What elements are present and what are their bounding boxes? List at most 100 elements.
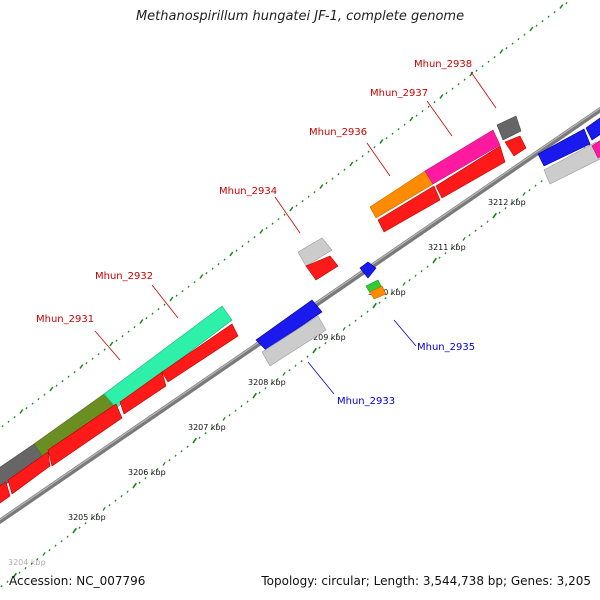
outer-ruler-tick — [385, 137, 388, 140]
gene-label-mhun-2934[interactable]: Mhun_2934 — [219, 186, 277, 197]
outer-ruler-tick — [517, 38, 520, 41]
kbp-minor-tick — [96, 513, 99, 516]
leader-mhun-2932 — [151, 284, 179, 319]
outer-ruler-tick — [139, 319, 144, 324]
outer-ruler-tick — [541, 20, 544, 23]
outer-ruler-tick — [127, 330, 130, 333]
outer-ruler-tick — [199, 274, 204, 279]
outer-ruler-tick — [223, 258, 226, 261]
kbp-minor-tick — [102, 506, 106, 511]
outer-ruler-tick — [343, 168, 346, 171]
outer-ruler-tick — [547, 15, 550, 18]
outer-ruler-tick — [361, 155, 364, 158]
leader-mhun-2934 — [274, 196, 301, 234]
cds-red-fwd-2[interactable] — [7, 451, 51, 495]
kbp-minor-tick — [114, 499, 117, 502]
kbp-minor-tick — [258, 391, 261, 394]
outer-ruler-tick — [403, 123, 406, 126]
gene-label-mhun-2933[interactable]: Mhun_2933 — [337, 396, 395, 407]
tick-layer: 3204 kbp 3205 kbp 3206 kbp 3207 kbp 3208 kbp… — [0, 2, 591, 588]
kbp-minor-tick — [66, 535, 69, 538]
cds-mhun-2932-outer[interactable] — [103, 305, 233, 409]
leader-mhun-2933 — [307, 361, 335, 395]
cds-red-fwd-6[interactable] — [305, 255, 339, 281]
kbp-label: 3204 kbp — [8, 558, 46, 567]
kbp-minor-tick — [486, 220, 489, 223]
outer-ruler-tick — [121, 335, 124, 338]
kbp-minor-tick — [216, 423, 219, 426]
kbp-minor-tick — [354, 319, 357, 322]
outer-ruler-tick — [421, 110, 424, 113]
kbp-minor-tick — [378, 301, 381, 304]
outer-ruler-tick — [55, 384, 58, 387]
cds-red-fwd-1[interactable] — [0, 481, 11, 510]
cds-red-fwd-7[interactable] — [377, 185, 441, 233]
cds-mhun-2933-blue[interactable] — [255, 299, 323, 351]
outer-ruler-tick — [529, 26, 534, 32]
cds-red-fwd-3[interactable] — [47, 403, 123, 467]
cds-red-fwd-5[interactable] — [161, 323, 239, 383]
outer-ruler-tick — [433, 101, 436, 104]
outer-ruler-tick — [397, 128, 400, 131]
kbp-minor-tick — [462, 236, 466, 241]
outer-ruler-tick — [67, 375, 70, 378]
cds-mhun-2933-gray[interactable] — [261, 315, 327, 367]
outer-ruler-tick — [553, 11, 556, 14]
kbp-minor-tick — [456, 243, 459, 246]
outer-ruler-tick — [205, 272, 208, 275]
kbp-minor-tick — [390, 292, 393, 295]
cds-mhun-2937-outer[interactable] — [424, 129, 501, 185]
kbp-minor-tick — [264, 387, 267, 390]
gene-label-mhun-2932[interactable]: Mhun_2932 — [95, 271, 153, 282]
kbp-minor-tick — [498, 211, 501, 214]
cds-red-fwd-9[interactable] — [504, 135, 527, 157]
kbp-minor-tick — [528, 189, 531, 192]
cds-mhun-2938-outer[interactable] — [496, 115, 522, 141]
cds-mhun-2934-outer[interactable] — [297, 237, 333, 267]
outer-ruler-tick — [97, 353, 100, 356]
kbp-minor-tick — [144, 477, 147, 480]
outer-ruler-tick — [331, 177, 334, 180]
leader-mhun-2935 — [393, 319, 417, 347]
kbp-major-tick — [312, 347, 317, 354]
kbp-minor-tick — [36, 558, 39, 561]
kbp-minor-tick — [210, 427, 213, 430]
kbp-minor-tick — [246, 400, 249, 403]
kbp-minor-tick — [270, 382, 273, 385]
outer-ruler-tick — [391, 132, 394, 135]
gene-label-mhun-2935[interactable]: Mhun_2935 — [417, 342, 475, 353]
cds-mhun-2935-blue[interactable] — [359, 261, 377, 279]
outer-ruler-tick — [451, 87, 454, 90]
kbp-minor-tick — [504, 207, 507, 210]
kbp-label: 3208 kbp — [248, 378, 286, 387]
outer-ruler-tick — [373, 146, 376, 149]
cds-blue-rev-right[interactable] — [537, 128, 591, 167]
kbp-minor-tick — [120, 495, 123, 498]
gene-label-mhun-2938[interactable]: Mhun_2938 — [414, 59, 472, 70]
kbp-minor-tick — [522, 191, 526, 196]
kbp-minor-tick — [6, 580, 9, 583]
kbp-minor-tick — [414, 274, 417, 277]
kbp-minor-tick — [48, 549, 51, 552]
gene-label-mhun-2931[interactable]: Mhun_2931 — [36, 314, 94, 325]
cds-mhun-2935-orange[interactable] — [369, 285, 387, 300]
kbp-label: 3209 kbp — [308, 333, 346, 342]
outer-ruler-tick — [277, 218, 280, 221]
gene-label-mhun-2937[interactable]: Mhun_2937 — [370, 88, 428, 99]
kbp-minor-tick — [42, 551, 46, 556]
kbp-minor-tick — [510, 202, 513, 205]
outer-ruler-tick — [19, 409, 24, 414]
cds-blue-rev-edge[interactable] — [585, 117, 600, 141]
kbp-minor-tick — [438, 256, 441, 259]
map-title: Methanospirillum hungatei JF-1, complete… — [135, 9, 465, 24]
outer-ruler-tick — [241, 245, 244, 248]
outer-ruler-tick — [43, 393, 46, 396]
cds-red-fwd-4[interactable] — [119, 371, 167, 415]
outer-ruler-tick — [61, 380, 64, 383]
outer-ruler-tick — [169, 296, 174, 302]
cds-magenta-rev-edge[interactable] — [591, 138, 600, 159]
gene-label-mhun-2936[interactable]: Mhun_2936 — [309, 127, 367, 138]
cds-gray-rev-right[interactable] — [543, 141, 600, 185]
outer-ruler-tick — [151, 312, 154, 315]
cds-red-fwd-8[interactable] — [435, 145, 506, 199]
